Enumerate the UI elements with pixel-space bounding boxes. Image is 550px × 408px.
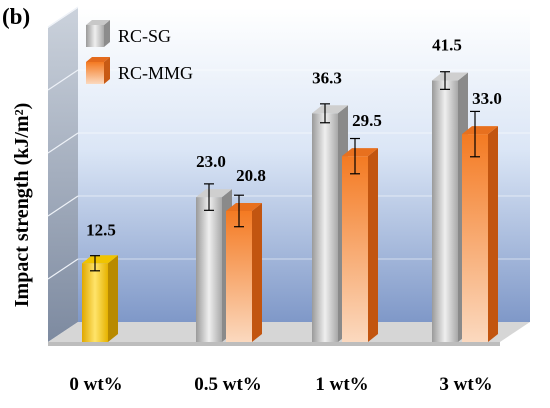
legend-label-rc-sg: RC-SG <box>118 26 171 46</box>
legend-item-rc-mmg: RC-MMG <box>86 57 193 84</box>
legend-swatch-rc-sg <box>86 25 104 47</box>
legend-swatch-rc-sg-side <box>104 20 110 47</box>
bar-rc-mmg <box>342 156 368 342</box>
error-bars <box>90 71 480 272</box>
y-axis-label: Impact strength (kJ/m²) <box>11 103 33 308</box>
legend-label-rc-mmg: RC-MMG <box>118 63 193 83</box>
bar-rc-mmg-top <box>226 202 262 211</box>
value-label-rc-sg: 23.0 <box>196 152 226 171</box>
bar-rc-mmg-side <box>368 148 378 342</box>
side-gridline <box>47 6 79 28</box>
value-labels: 12.5 23.0 20.8 36.3 29.5 41.5 33.0 <box>86 36 502 240</box>
plot-floor <box>48 322 530 342</box>
side-gridline <box>47 195 79 217</box>
value-label-rc-mmg: 29.5 <box>352 111 382 130</box>
bar-rc-mmg-top <box>342 148 378 157</box>
plot-floor-edge <box>48 342 500 346</box>
bar-rc-mmg-top <box>462 126 498 135</box>
bar-rc-mmg-side <box>488 126 498 342</box>
value-label-rc-mmg: 20.8 <box>236 166 266 185</box>
value-label-rc-mmg: 33.0 <box>472 89 502 108</box>
plot-side-wall <box>48 8 78 342</box>
legend-item-rc-sg: RC-SG <box>86 20 171 47</box>
legend: RC-SG RC-MMG <box>86 20 193 84</box>
bar-rc-mmg <box>462 134 488 342</box>
value-label-rc-sg: 41.5 <box>432 36 462 55</box>
side-gridline <box>47 69 79 91</box>
value-label-baseline: 12.5 <box>86 220 116 239</box>
legend-swatch-rc-sg-top <box>86 20 110 25</box>
panel-label: (b) <box>2 4 30 29</box>
bar-rc-mmg <box>226 210 252 342</box>
side-gridline <box>47 132 79 154</box>
bar-rc-sg <box>196 197 222 342</box>
bar-baseline <box>82 263 108 342</box>
x-tick-label: 0 wt% <box>69 374 122 395</box>
bar-rc-sg <box>432 80 458 343</box>
bars <box>82 72 498 343</box>
legend-swatch-rc-mmg-top <box>86 57 110 62</box>
value-label-rc-sg: 36.3 <box>312 68 342 87</box>
bar-rc-sg <box>312 113 338 342</box>
x-tick-label: 0.5 wt% <box>194 374 262 395</box>
bar-rc-sg-top <box>432 72 468 81</box>
legend-swatch-rc-mmg-side <box>104 57 110 84</box>
bar-baseline-top <box>82 255 118 264</box>
plot-back-wall <box>78 8 530 322</box>
bar-rc-sg-top <box>312 105 348 114</box>
x-tick-labels: 0 wt% 0.5 wt% 1 wt% 3 wt% <box>69 374 492 395</box>
side-gridline <box>47 258 79 280</box>
bar-rc-sg-top <box>196 189 232 198</box>
bar-baseline-side <box>108 255 118 342</box>
bar-rc-mmg-side <box>252 202 262 342</box>
legend-swatch-rc-mmg <box>86 62 104 84</box>
x-tick-label: 3 wt% <box>439 374 492 395</box>
x-tick-label: 1 wt% <box>315 374 368 395</box>
